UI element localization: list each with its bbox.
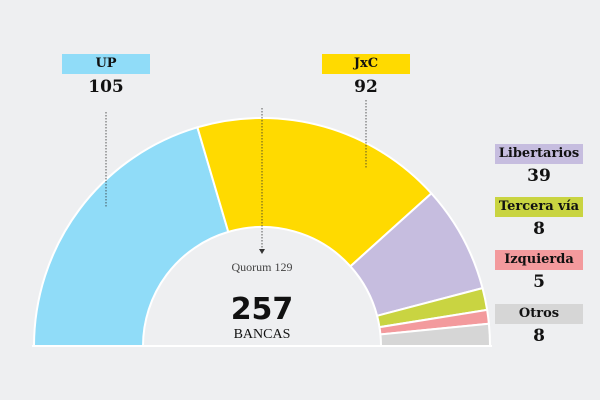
quorum-arrow-icon [259, 249, 265, 254]
legend-value-tercera-via: 8 [533, 219, 545, 239]
legend-label-izquierda: Izquierda [495, 250, 583, 270]
slice-up [32, 126, 230, 347]
legend-label-up: UP [62, 54, 150, 74]
total-label: BANCAS [233, 327, 291, 342]
legend-value-izquierda: 5 [533, 272, 545, 292]
legend-label-tercera-via: Tercera vía [495, 197, 583, 217]
total-seats: 257 [230, 292, 294, 327]
legend-value-up: 105 [88, 77, 124, 97]
legend-value-libertarios: 39 [527, 166, 551, 186]
legend-label-otros: Otros [495, 304, 583, 324]
legend-label-jxc: JxC [322, 54, 410, 74]
legend-label-libertarios: Libertarios [495, 144, 583, 164]
quorum-label: Quorum 129 [231, 260, 293, 274]
legend-value-otros: 8 [533, 326, 545, 346]
legend-value-jxc: 92 [354, 77, 378, 97]
slice-jxc [196, 117, 433, 268]
